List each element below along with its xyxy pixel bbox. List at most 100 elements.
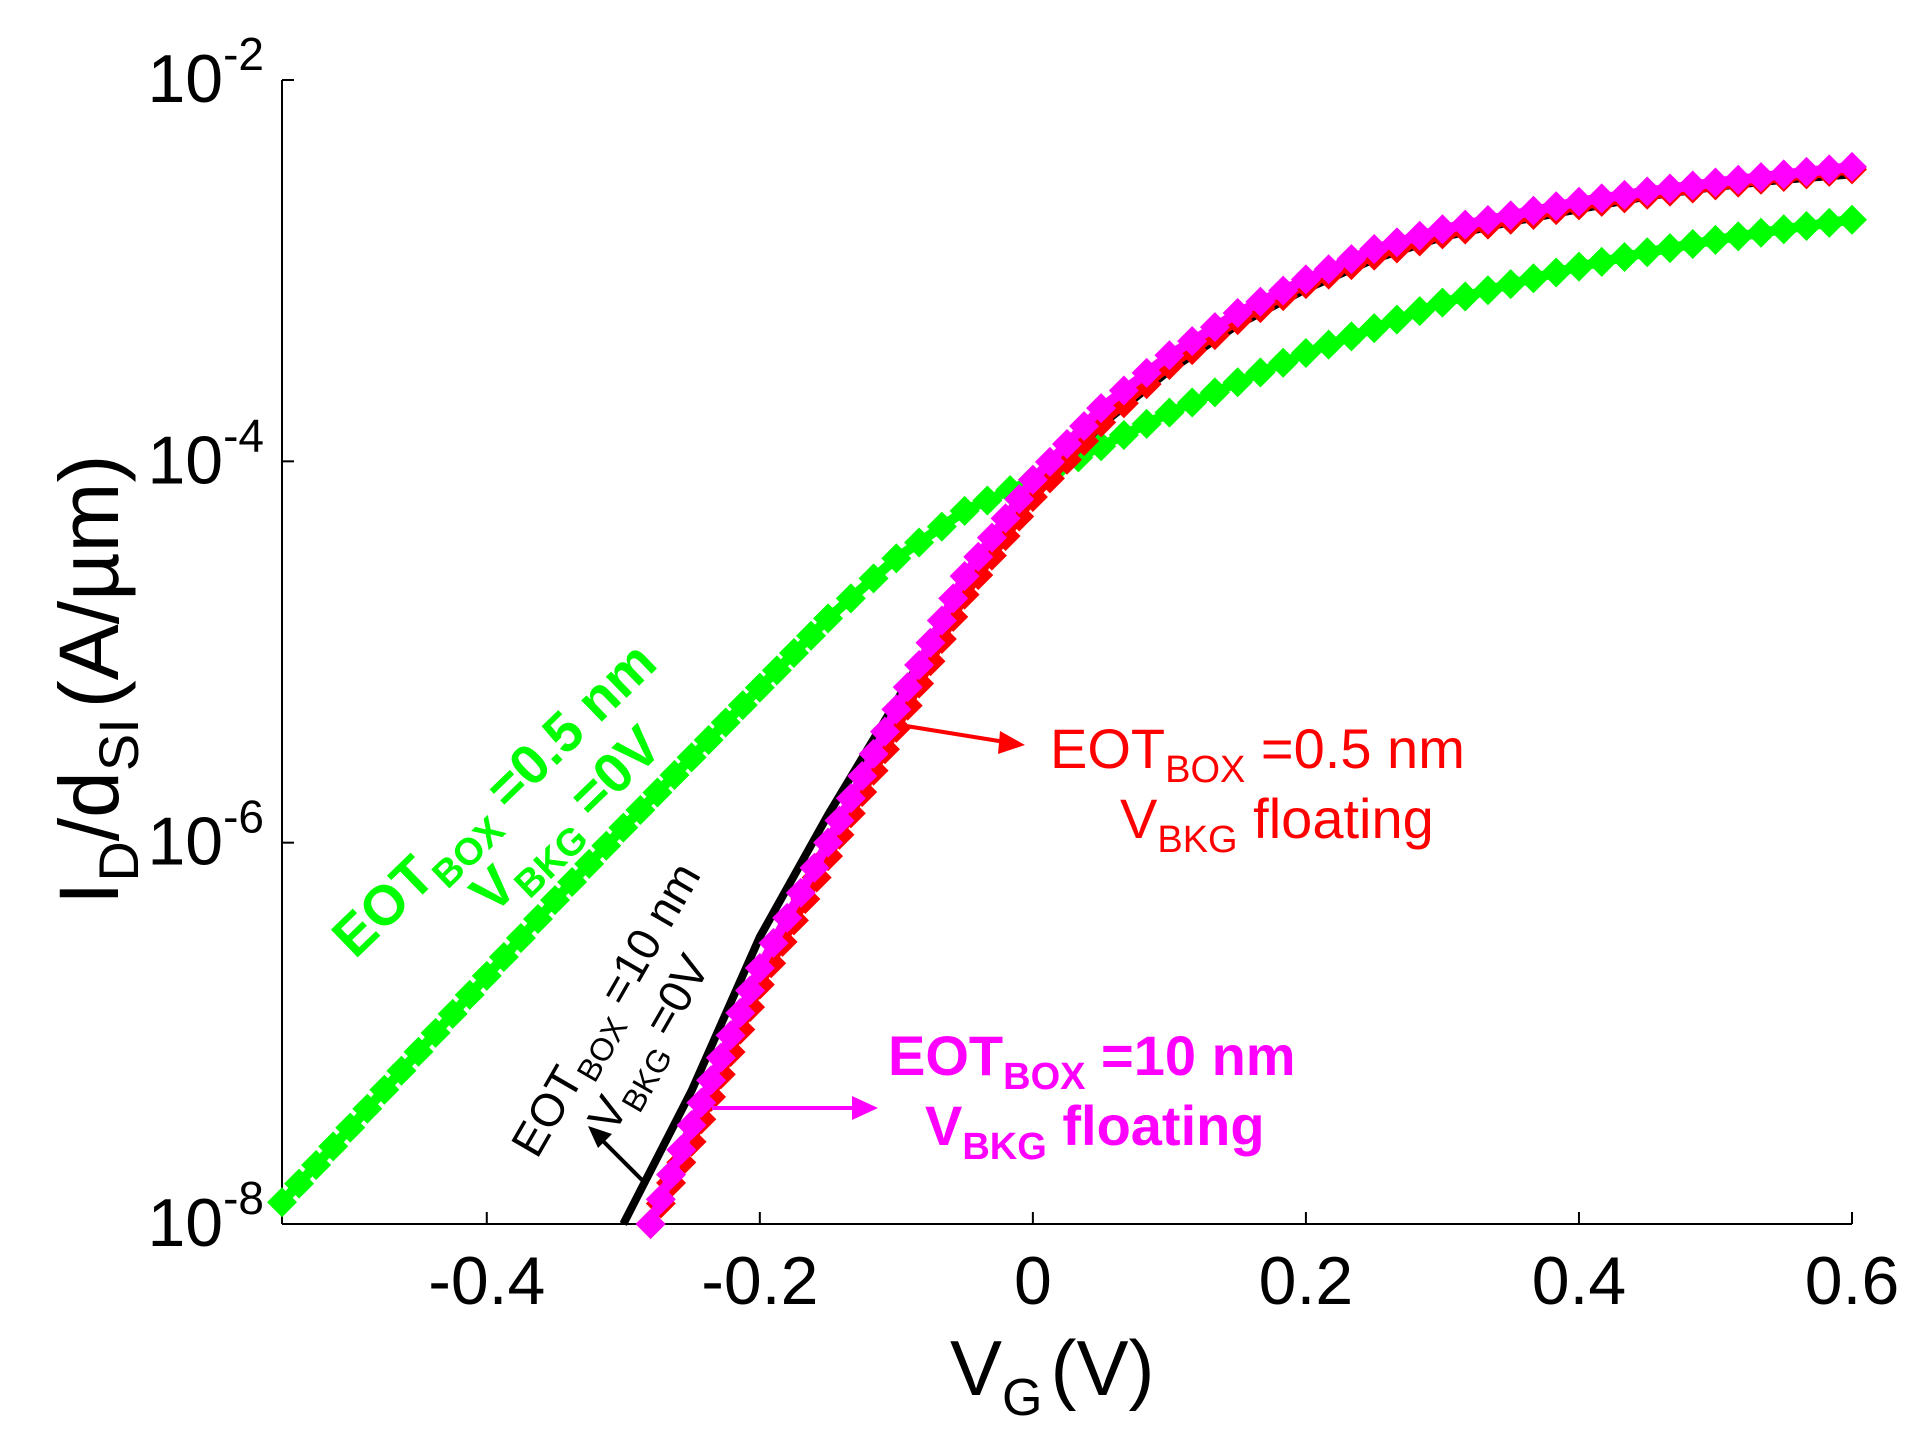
data-point [1745,162,1776,193]
data-point [976,522,1007,553]
annotation-magenta: EOTBOX =10 nm VBKG floating [888,1024,1296,1168]
data-point [1177,326,1208,357]
data-point [1541,257,1572,288]
data-point [949,495,980,526]
data-point [284,1168,315,1199]
data-point [666,1134,697,1165]
data-point [1723,221,1754,252]
data-point [369,1074,400,1105]
data-point [869,716,900,747]
data-point [1290,337,1321,368]
data-point [963,541,994,572]
data-point [574,848,605,879]
data-point [1518,263,1549,294]
data-point [744,672,775,703]
data-point [1404,220,1435,251]
data-point [761,655,792,686]
series-layer [267,151,1867,1239]
data-point [1268,347,1299,378]
data-point [1586,246,1617,277]
data-point [1381,227,1412,258]
data-point [1359,233,1390,264]
data-point [1336,321,1367,352]
x-tick-label: 0.2 [1259,1243,1354,1319]
x-tick-label: 0.6 [1805,1243,1900,1319]
data-point [1069,411,1100,442]
data-point [1290,264,1321,295]
data-point [1654,173,1685,204]
data-point [1017,482,1048,513]
data-point [813,603,844,634]
y-tick-label: 10-4 [147,409,264,498]
x-tick-label: 0.4 [1532,1243,1627,1319]
arrow-black [588,1126,644,1182]
series-3 [635,151,1867,1239]
data-point [1131,357,1162,388]
data-point [1632,237,1663,268]
data-point [1313,329,1344,360]
data-point [301,1149,332,1180]
svg-text:VBKG floating: VBKG floating [925,1094,1265,1168]
data-point [540,885,571,916]
data-point [1541,191,1572,222]
data-point [847,761,878,792]
data-point [938,583,969,614]
svg-text:EOTBOX =0.5 nm: EOTBOX =0.5 nm [1050,717,1465,791]
arrow-red [899,723,1025,754]
data-point [1154,397,1185,428]
data-point [267,1187,297,1218]
data-point [835,783,866,814]
data-point [1450,281,1481,312]
data-point [1495,269,1526,300]
data-point [1768,214,1799,245]
data-point [1313,254,1344,285]
data-point [1154,340,1185,371]
data-point [904,649,935,680]
data-point [676,1110,707,1141]
data-point [858,738,889,769]
data-point [1609,242,1640,273]
data-point [1518,195,1549,226]
data-point [1222,297,1253,328]
data-point [824,805,855,836]
data-point [1427,214,1458,245]
data-point [696,1065,727,1096]
y-axis-ticks: 10-8 10-6 10-4 10-2 [147,28,294,1261]
data-point [881,543,912,574]
data-point [705,1042,736,1073]
data-point [1700,167,1731,198]
data-point [949,561,980,592]
data-point [1723,164,1754,195]
data-point [1052,428,1082,459]
data-point [1837,151,1867,182]
data-point [608,812,639,843]
data-point [642,777,673,808]
data-point [1359,313,1390,344]
data-point [352,1093,383,1124]
data-point [758,927,789,958]
y-tick-label: 10-8 [147,1172,264,1261]
data-point [656,1159,687,1190]
data-point [686,1087,717,1118]
x-tick-label: -0.4 [428,1243,545,1319]
data-point [1245,357,1276,388]
data-point [676,742,707,773]
data-point [557,866,588,897]
data-point [625,795,656,826]
data-point [471,960,502,991]
x-axis-label: VG (V) [950,1324,1154,1427]
data-point [1791,211,1822,242]
data-point [1814,154,1845,185]
data-point [1609,179,1640,210]
annotation-black: EOTBOX =10 nm VBKG =0V [501,854,720,1165]
data-point [335,1112,366,1143]
data-point [835,583,866,614]
data-point [1034,446,1065,477]
data-point [1245,286,1276,317]
data-point [693,724,724,755]
data-point [488,941,519,972]
data-point [1004,484,1035,515]
data-point [386,1055,417,1086]
y-tick-label: 10-2 [147,28,264,117]
